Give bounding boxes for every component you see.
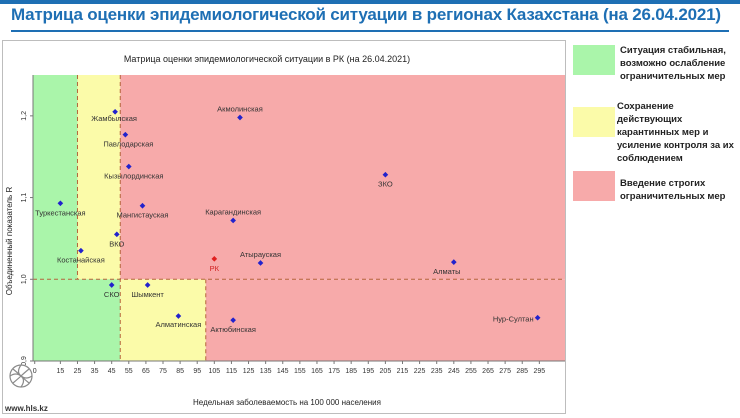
x-tick-label: 255 [465, 368, 477, 375]
x-tick-label: 25 [74, 368, 82, 375]
x-tick-label: 0 [33, 368, 37, 375]
x-tick-label: 15 [56, 368, 64, 375]
data-point [139, 202, 146, 209]
data-point [382, 171, 389, 178]
y-axis-label: Объединенный показатель R [5, 187, 14, 296]
y-tick-label: 1,2 [21, 111, 28, 121]
data-point [230, 317, 236, 323]
data-point-label: Шымкент [131, 290, 164, 299]
zone-red-upper [120, 75, 566, 280]
top-accent-bar [0, 0, 740, 4]
x-tick-label: 205 [380, 368, 392, 375]
x-tick-label: 295 [533, 368, 545, 375]
x-tick-label: 185 [345, 368, 357, 375]
data-point-label: Жамбылская [91, 114, 137, 123]
data-point [113, 231, 120, 238]
data-point-label: Кызылординская [104, 172, 163, 181]
legend-label-yellow: Сохранение действующих карантинных мер и… [617, 101, 734, 164]
x-tick-label: 55 [125, 368, 133, 375]
chart-frame: Матрица оценки эпидемиологической ситуац… [2, 40, 566, 414]
data-point-label: Туркестанская [35, 208, 85, 217]
data-point [144, 282, 151, 288]
x-tick-label: 85 [176, 368, 184, 375]
chart-title: Матрица оценки эпидемиологической ситуац… [124, 54, 410, 64]
data-point-label: Нур-Султан [493, 315, 534, 324]
zone-red-lower [205, 279, 565, 361]
data-point-label: Мангистауская [117, 211, 169, 220]
legend-swatch-red [573, 171, 615, 201]
x-tick-label: 225 [414, 368, 426, 375]
legend-swatch-yellow [573, 107, 615, 137]
data-point [237, 114, 243, 121]
x-tick-label: 125 [243, 368, 255, 375]
y-tick-label: 1,1 [21, 193, 28, 203]
x-tick-label: 235 [431, 368, 443, 375]
x-tick-label: 65 [142, 368, 150, 375]
data-point [175, 313, 182, 319]
data-point-label: Алматы [433, 267, 460, 276]
x-tick-label: 35 [91, 368, 99, 375]
x-tick-label: 285 [516, 368, 528, 375]
x-tick-label: 215 [397, 368, 409, 375]
legend-swatch-green [573, 45, 615, 75]
data-point [122, 131, 129, 138]
data-point-label: Алматинская [156, 320, 202, 329]
x-tick-label: 165 [311, 368, 323, 375]
zone-yellow-lower [120, 279, 206, 361]
data-point-label: РК [210, 264, 220, 273]
website-link[interactable]: www.hls.kz [5, 404, 48, 413]
data-point-label: Атырауская [240, 250, 281, 259]
data-point-label: Карагандинская [205, 207, 261, 216]
data-point-label: Актюбинская [210, 325, 255, 334]
data-point-label: ЗКО [378, 180, 393, 189]
x-tick-label: 115 [226, 368, 237, 375]
x-tick-label: 275 [499, 368, 511, 375]
scatter-chart: Матрица оценки эпидемиологической ситуац… [5, 54, 566, 407]
x-tick-label: 265 [482, 368, 494, 375]
x-tick-label: 95 [193, 368, 201, 375]
y-tick-label: 1,0 [21, 274, 28, 284]
zone-yellow-upper [77, 75, 121, 280]
data-point [230, 217, 236, 224]
x-tick-label: 45 [108, 368, 116, 375]
data-point-label: ВКО [109, 239, 124, 248]
data-point [112, 108, 118, 115]
x-tick-label: 175 [328, 368, 340, 375]
x-tick-label: 135 [260, 368, 272, 375]
x-tick-label: 145 [277, 368, 289, 375]
x-tick-label: 245 [448, 368, 460, 375]
x-tick-label: 105 [208, 368, 220, 375]
title-divider [11, 30, 729, 32]
x-tick-label: 195 [362, 368, 374, 375]
data-point [108, 282, 115, 288]
data-point [257, 260, 264, 266]
data-point [534, 314, 541, 321]
data-point-label: СКО [104, 290, 120, 299]
legend-label-red: Введение строгих ограничительных мер [620, 178, 726, 202]
data-point-label: Павлодарская [103, 140, 153, 149]
page-title: Матрица оценки эпидемиологической ситуац… [11, 5, 721, 24]
legend-label-green: Ситуация стабильная, возможно ослабление… [620, 45, 726, 82]
data-point [450, 259, 457, 265]
data-point-label: Акмолинская [217, 104, 263, 113]
y-tick-label: 0,9 [21, 356, 28, 366]
x-axis-label: Недельная заболеваемость на 100 000 насе… [193, 398, 381, 407]
x-tick-label: 155 [294, 368, 306, 375]
data-point-label: Костанайская [57, 256, 105, 265]
x-tick-label: 75 [159, 368, 167, 375]
data-point [125, 163, 132, 170]
hls-logo-icon [9, 364, 33, 388]
data-point [211, 256, 218, 262]
